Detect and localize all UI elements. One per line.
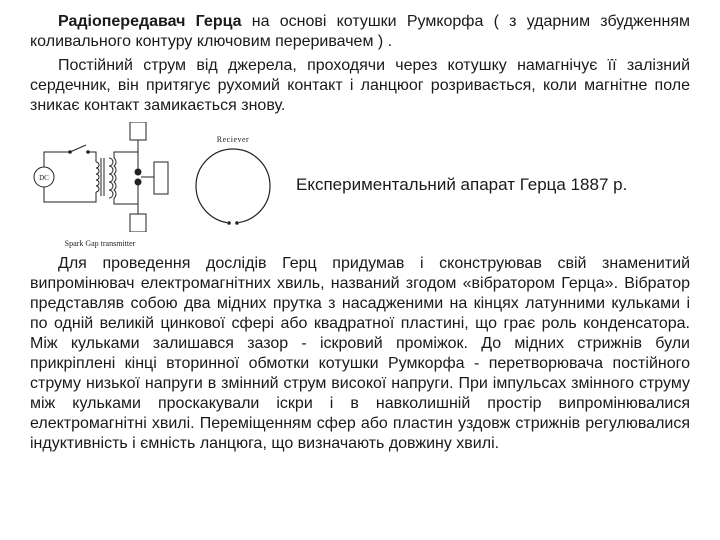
figure-caption: Експериментальний апарат Герца 1887 р. [296,175,690,195]
receiver-svg [188,144,278,230]
paragraph-2: Постійний струм від джерела, проходячи ч… [30,56,690,116]
svg-text:DC: DC [39,174,49,182]
transmitter-label: Spark Gap transmitter [30,239,170,248]
p1-lead: Радіопередавач Герца [58,13,242,30]
figure-row: DC [30,122,690,248]
transmitter-svg: DC [30,122,170,232]
page: Радіопередавач Герца на основі котушки Р… [0,0,720,540]
transmitter-diagram: DC [30,122,170,248]
paragraph-3: Для проведення дослідів Герц придумав і … [30,254,690,454]
paragraph-1: Радіопередавач Герца на основі котушки Р… [30,12,690,52]
receiver-label: Reciever [188,135,278,144]
receiver-diagram: Reciever [188,135,278,235]
